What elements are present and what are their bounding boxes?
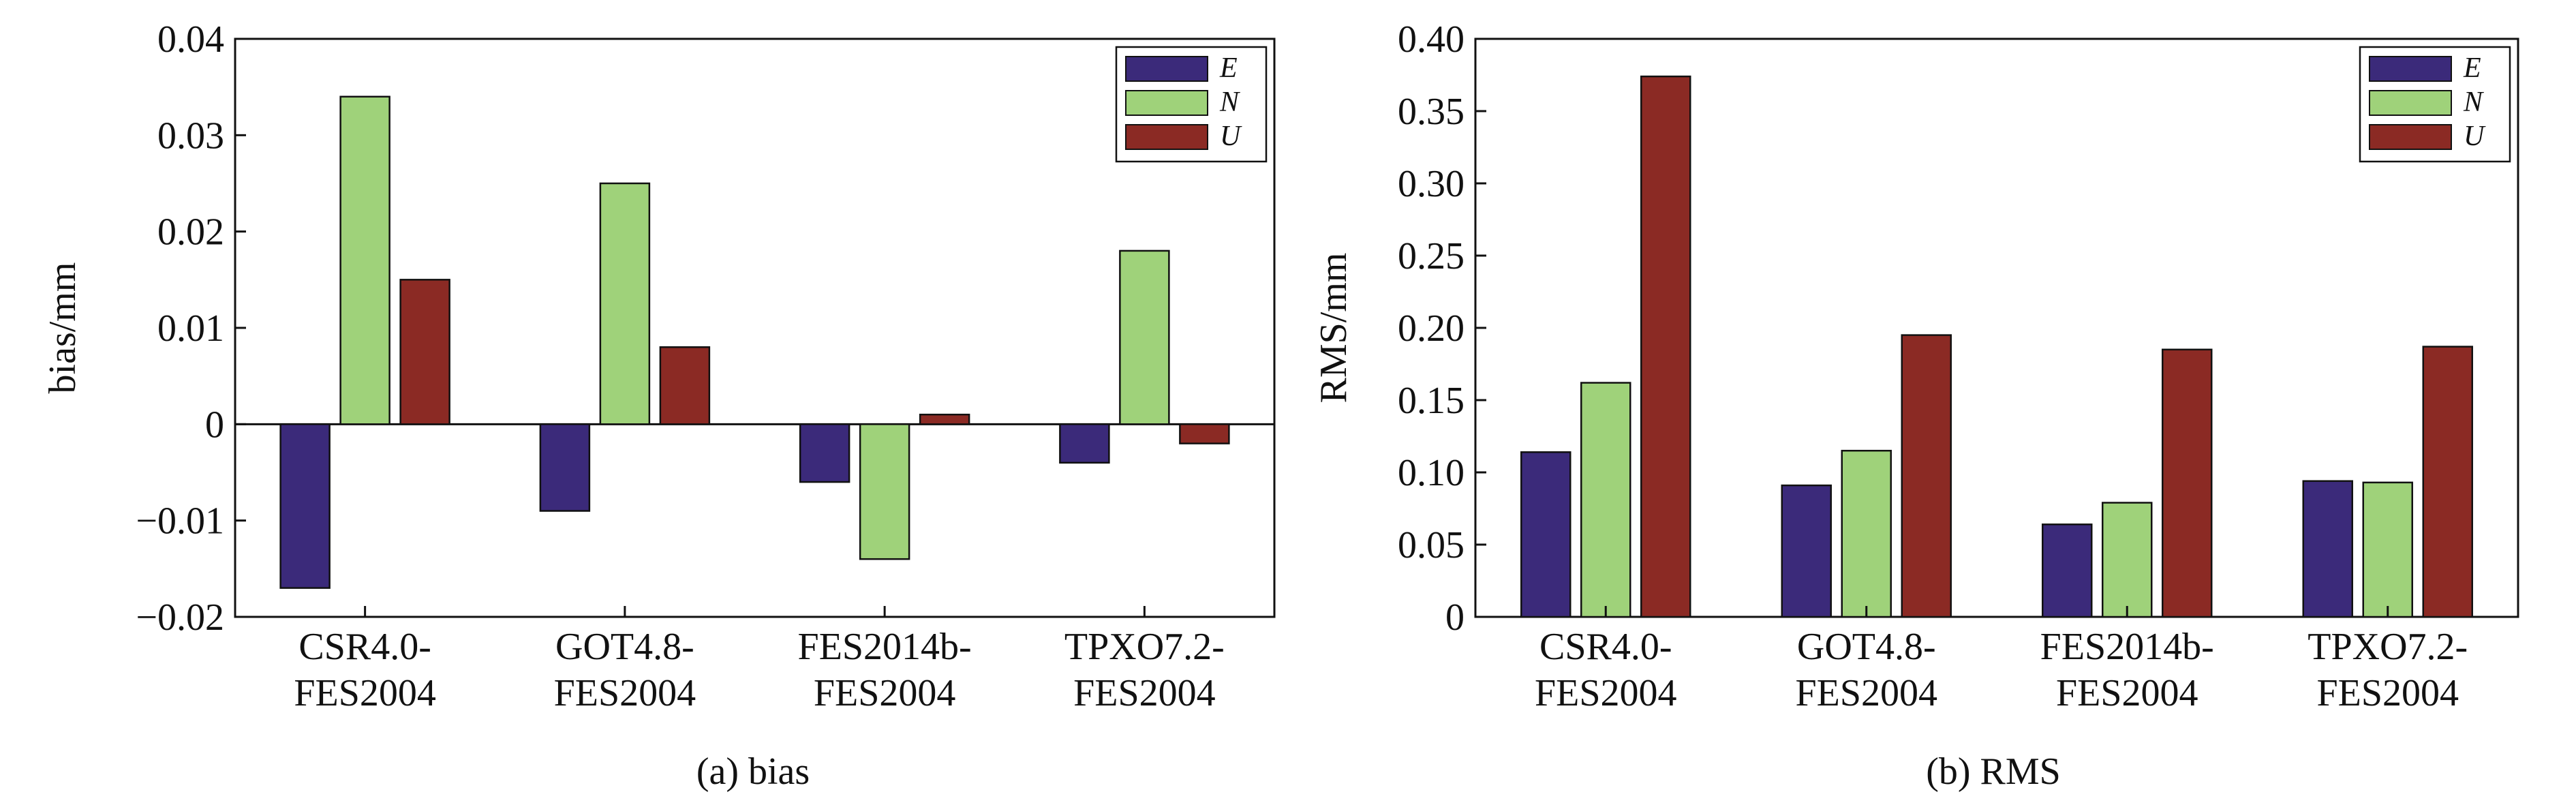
legend-label-u: U bbox=[1220, 121, 1242, 152]
y-axis-title: bias/mm bbox=[42, 262, 84, 394]
bar-n bbox=[2102, 502, 2153, 618]
legend-swatch-n bbox=[2369, 90, 2452, 116]
x-tick-label: CSR4.0- bbox=[298, 626, 431, 668]
bar-n bbox=[2362, 481, 2413, 618]
x-tick-label: TPXO7.2- bbox=[2307, 626, 2468, 668]
bar-u bbox=[399, 279, 450, 425]
y-tick-label: 0 bbox=[1445, 596, 1465, 639]
y-tick-label: 0.40 bbox=[1398, 18, 1465, 61]
bar-e bbox=[2302, 480, 2353, 618]
y-tick-label: 0.10 bbox=[1398, 452, 1465, 494]
y-tick-label: 0.02 bbox=[157, 211, 224, 254]
bar-n bbox=[1580, 382, 1631, 618]
bar-e bbox=[799, 423, 850, 483]
x-tick-label: TPXO7.2- bbox=[1064, 626, 1225, 668]
bar-n bbox=[599, 182, 651, 425]
bar-e bbox=[2042, 523, 2093, 618]
legend-label-n: N bbox=[2463, 87, 2484, 118]
bar-u bbox=[1901, 334, 1952, 618]
x-tick-label: FES2014b- bbox=[2040, 626, 2214, 668]
x-tick-label: FES2004 bbox=[554, 672, 696, 714]
x-tick-label: FES2004 bbox=[1073, 672, 1216, 714]
panel-caption: (a) bias bbox=[696, 750, 810, 793]
legend-swatch-n bbox=[1125, 90, 1208, 116]
y-tick-label: −0.01 bbox=[136, 500, 224, 543]
legend: ENU bbox=[2359, 46, 2511, 163]
x-tick-label: FES2014b- bbox=[798, 626, 972, 668]
legend-label-e: E bbox=[2463, 52, 2481, 84]
x-tick-label: GOT4.8- bbox=[1797, 626, 1936, 668]
x-tick-label: FES2004 bbox=[2317, 672, 2459, 714]
bar-e bbox=[1781, 484, 1832, 618]
y-tick-label: 0.25 bbox=[1398, 235, 1465, 277]
x-tick-label: FES2004 bbox=[1535, 672, 1677, 714]
legend-swatch-e bbox=[1125, 56, 1208, 82]
y-tick-label: 0.01 bbox=[157, 307, 224, 350]
legend: ENU bbox=[1115, 46, 1268, 163]
y-axis-title: RMS/mm bbox=[1313, 253, 1355, 404]
x-tick-label: FES2004 bbox=[294, 672, 436, 714]
y-tick-label: 0 bbox=[205, 404, 224, 446]
bar-e bbox=[539, 423, 591, 512]
y-tick-label: 0.03 bbox=[157, 115, 224, 157]
legend-swatch-u bbox=[1125, 124, 1208, 150]
x-tick-label: FES2004 bbox=[1796, 672, 1938, 714]
bar-n bbox=[1841, 449, 1892, 618]
bar-n bbox=[1119, 249, 1170, 425]
y-tick-label: −0.02 bbox=[136, 596, 224, 639]
y-tick-label: 0.30 bbox=[1398, 163, 1465, 205]
x-tick-label: FES2004 bbox=[2056, 672, 2198, 714]
legend-label-n: N bbox=[1219, 87, 1240, 118]
y-tick-label: 0.35 bbox=[1398, 91, 1465, 133]
x-tick-label: CSR4.0- bbox=[1539, 626, 1672, 668]
legend-swatch-e bbox=[2369, 56, 2452, 82]
legend-label-u: U bbox=[2464, 121, 2486, 152]
legend-swatch-u bbox=[2369, 124, 2452, 150]
bar-e bbox=[279, 423, 331, 589]
y-tick-label: 0.20 bbox=[1398, 307, 1465, 350]
bar-u bbox=[2162, 348, 2213, 618]
y-tick-label: 0.15 bbox=[1398, 380, 1465, 422]
bar-u bbox=[1179, 423, 1230, 444]
chart-panel-rms: 0 0.05 0.10 0.15 0.20 0.25 0.30 0.35 0.40 RMS/mm C… bbox=[1313, 18, 2519, 793]
bar-e bbox=[1520, 451, 1571, 618]
bar-n bbox=[859, 423, 910, 560]
y-tick-label: 0.04 bbox=[157, 18, 224, 61]
bar-e bbox=[1059, 423, 1110, 464]
bar-u bbox=[2422, 346, 2473, 618]
bar-u bbox=[659, 346, 711, 425]
x-tick-label: FES2004 bbox=[814, 672, 956, 714]
bar-n bbox=[339, 95, 390, 425]
bar-u bbox=[919, 413, 970, 425]
y-tick-label: 0.05 bbox=[1398, 524, 1465, 566]
x-tick-label: GOT4.8- bbox=[555, 626, 694, 668]
panel-caption: (b) RMS bbox=[1926, 750, 2061, 793]
legend-label-e: E bbox=[1219, 52, 1238, 84]
chart-panel-bias: −0.02 −0.01 0 0.01 0.02 0.03 0.04 bias/mm CSR4.0… bbox=[42, 18, 1276, 793]
bar-u bbox=[1640, 75, 1691, 618]
